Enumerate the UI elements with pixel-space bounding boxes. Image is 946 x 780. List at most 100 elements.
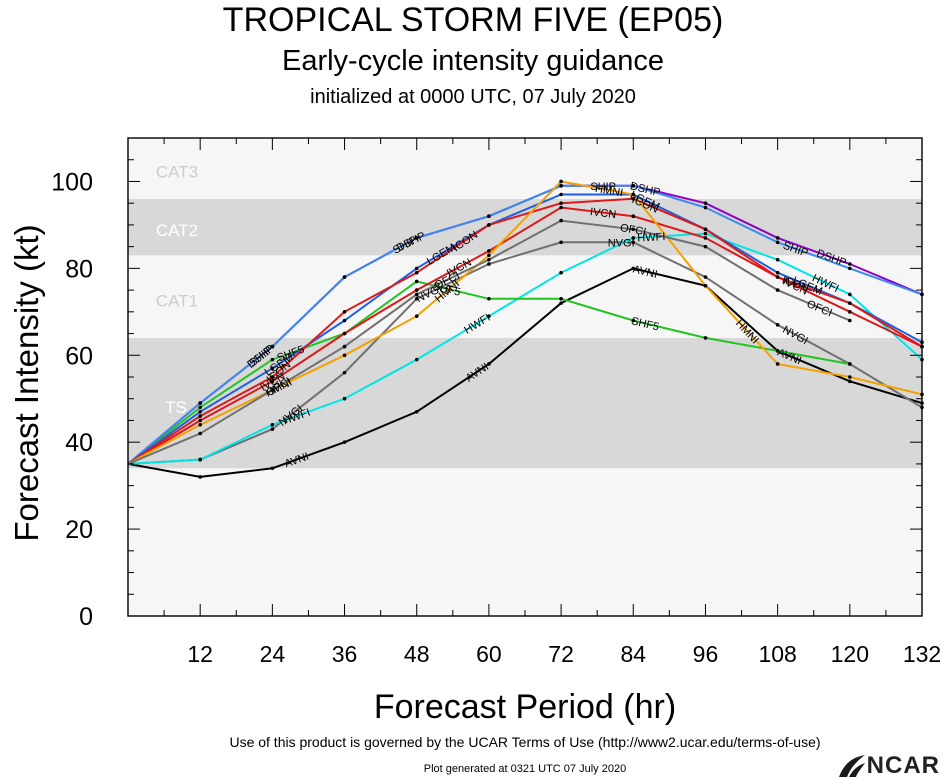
point-hwfi-120 <box>848 292 852 297</box>
point-hwfi-84 <box>631 236 636 240</box>
point-lgem-24 <box>270 366 275 371</box>
point-nvgi-24 <box>270 427 275 431</box>
point-hmni-36 <box>342 353 347 358</box>
point-ship-60 <box>487 214 491 219</box>
point-shf5-96 <box>703 336 708 340</box>
band-below-ts <box>128 468 922 616</box>
x-tick-label-108: 108 <box>758 641 796 667</box>
point-ship-24 <box>270 344 275 349</box>
point-ship-48 <box>414 236 419 240</box>
point-ofci-60 <box>487 257 491 262</box>
x-tick-label-96: 96 <box>693 641 719 667</box>
point-ofci-72 <box>559 218 563 223</box>
point-ship-36 <box>342 275 347 279</box>
point-ofci-96 <box>703 244 708 249</box>
band-cat1 <box>128 255 922 338</box>
point-hwfi-96 <box>703 231 708 236</box>
point-hmni-60 <box>487 253 491 258</box>
series-line-ivcn <box>127 206 923 465</box>
series-labels: AVNIAVNIAVNIAVNINVGINVGINVGINVGIHWFIHWFI… <box>245 180 848 470</box>
point-ship-96 <box>703 205 708 210</box>
ncar-logo: NCAR <box>837 752 940 780</box>
y-tick-label-80: 80 <box>65 255 93 283</box>
y-tick-label-60: 60 <box>65 342 93 370</box>
point-icon-12 <box>198 414 202 418</box>
x-tick-label-24: 24 <box>260 641 286 667</box>
point-nvgi-96 <box>703 275 708 279</box>
point-shf5-108 <box>775 349 780 353</box>
point-ofci-12 <box>198 431 202 436</box>
point-ivcn-12 <box>198 418 202 423</box>
plot-generated: Plot generated at 0321 UTC 07 July 2020 <box>423 763 627 775</box>
point-shf5-24 <box>270 357 275 362</box>
band-label-cat2: CAT2 <box>156 221 198 240</box>
point-dshp-108 <box>775 236 780 240</box>
series-label-ofci-2: OFCI <box>619 222 647 238</box>
point-ofci-108 <box>775 288 780 292</box>
point-ivcn-24 <box>270 379 275 384</box>
series-label-hwfi-2: HWFI <box>637 231 666 245</box>
point-hmni-108 <box>775 362 780 366</box>
point-nvgi-36 <box>342 370 347 375</box>
point-ivcn-36 <box>342 331 347 336</box>
x-tick-label-132: 132 <box>903 641 941 667</box>
point-avni-24 <box>270 466 275 471</box>
point-nvgi-84 <box>631 240 636 245</box>
point-ship-108 <box>775 240 780 245</box>
point-ofci-84 <box>631 227 636 232</box>
point-hwfi-24 <box>270 423 275 427</box>
point-avni-36 <box>342 440 347 444</box>
category-bands <box>128 138 922 616</box>
point-ofci-24 <box>270 388 275 392</box>
point-shf5-12 <box>198 405 202 410</box>
point-nvgi-108 <box>775 323 780 327</box>
x-tick-label-48: 48 <box>404 641 430 667</box>
point-ivcn-48 <box>414 288 419 292</box>
point-ship-120 <box>848 266 852 271</box>
x-tick-label-120: 120 <box>831 641 869 667</box>
series-line-ship <box>127 184 923 465</box>
x-tick-label-36: 36 <box>332 641 358 667</box>
point-lgem-48 <box>414 266 419 271</box>
series-label-ivcn-2: IVCN <box>589 206 617 221</box>
x-tick-label-12: 12 <box>187 641 213 667</box>
series-label-avni-2: AVNI <box>632 263 659 280</box>
point-avni-84 <box>631 266 636 271</box>
point-icon-72 <box>559 201 563 205</box>
init-time: initialized at 0000 UTC, 07 July 2020 <box>310 86 636 108</box>
point-ship-12 <box>198 401 202 405</box>
x-tick-label-84: 84 <box>620 641 646 667</box>
point-hmni-84 <box>631 192 636 197</box>
point-avni-60 <box>487 362 491 366</box>
point-ivcn-120 <box>848 310 852 314</box>
point-ship-72 <box>559 184 563 188</box>
point-hmni-96 <box>703 283 708 288</box>
point-avni-48 <box>414 409 419 414</box>
point-hwfi-72 <box>559 270 563 275</box>
point-shf5-84 <box>631 318 636 323</box>
ncar-logo-text: NCAR <box>866 752 940 779</box>
point-icon-24 <box>270 375 275 379</box>
point-lgem-72 <box>559 192 563 197</box>
point-ivcn-60 <box>487 249 491 253</box>
point-hmni-12 <box>198 423 202 427</box>
point-shf5-120 <box>848 362 852 366</box>
point-hmni-120 <box>848 375 852 379</box>
point-ivcn-72 <box>559 205 563 210</box>
x-tick-label-72: 72 <box>548 641 574 667</box>
series-label-hmni-2: HMNI <box>594 183 624 200</box>
series-line-icon <box>127 197 923 465</box>
point-nvgi-48 <box>414 296 419 301</box>
series-line-nvgi <box>127 241 923 465</box>
point-ofci-48 <box>414 292 419 297</box>
point-hwfi-12 <box>198 457 202 462</box>
point-icon-96 <box>703 227 708 232</box>
point-shf5-60 <box>487 296 491 301</box>
point-avni-12 <box>198 475 202 479</box>
y-tick-label-20: 20 <box>65 516 93 544</box>
series-line-hmni <box>127 180 923 465</box>
point-hwfi-108 <box>775 257 780 262</box>
series-label-nvgi-2: NVGI <box>608 237 635 249</box>
x-axis-label: Forecast Period (hr) <box>374 688 676 726</box>
point-icon-120 <box>848 301 852 305</box>
